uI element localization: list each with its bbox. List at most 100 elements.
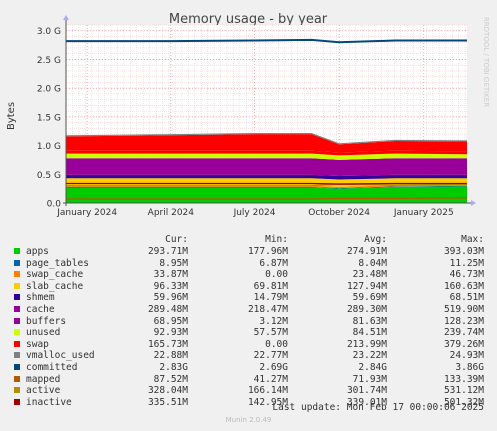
legend-swatch [14, 340, 20, 347]
y-tick-label: 3.0 G [37, 27, 61, 37]
legend-row-page_tables: page_tables 8.95M 6.87M 8.04M 11.25M [0, 258, 497, 270]
legend-value-cur: 22.88M [153, 350, 188, 362]
legend-value-max: 24.93M [449, 350, 484, 362]
x-tick-label: January 2025 [393, 208, 454, 218]
line-inactive [66, 182, 467, 185]
legend-row-apps: apps 293.71M 177.96M 274.91M 393.03M [0, 246, 497, 258]
legend-value-avg: 84.51M [352, 327, 387, 339]
legend-label: committed [26, 362, 78, 373]
legend-value-avg: 301.74M [346, 385, 387, 397]
legend-value-avg: 81.63M [352, 315, 387, 327]
legend-value-cur: 87.52M [153, 373, 188, 385]
legend-value-avg: 274.91M [346, 246, 387, 257]
legend-value-avg: 59.69M [352, 292, 387, 304]
legend-header-min: Min: [265, 234, 288, 245]
legend-value-cur: 59.96M [153, 292, 188, 304]
legend-value-min: 177.96M [247, 246, 288, 257]
line-mapped [66, 197, 468, 200]
legend-label: buffers [26, 315, 67, 327]
legend-swatch [14, 294, 20, 301]
legend-value-min: 3.12M [259, 315, 288, 327]
legend-value-min: 22.77M [253, 350, 288, 362]
legend-swatch [14, 259, 20, 266]
x-tick-label: April 2024 [148, 208, 195, 218]
legend-swatch [14, 329, 20, 336]
legend-label: vmalloc_used [26, 350, 95, 362]
legend-value-cur: 2.83G [159, 362, 188, 373]
y-tick-label: 1.5 G [37, 113, 61, 123]
chart-title: Memory usage - by year [169, 12, 328, 27]
legend-swatch [14, 306, 20, 312]
legend-value-cur: 328.04M [147, 385, 188, 397]
legend-row-mapped: mapped 87.52M 41.27M 71.93M 133.39M [0, 374, 497, 386]
legend-header-max: Max: [461, 234, 484, 245]
legend-row-inactive: inactive 335.51M 142.95M 339.01M 501.32M [0, 397, 497, 409]
legend-value-avg: 213.99M [346, 338, 387, 350]
area-cache [66, 158, 467, 177]
legend-value-cur: 289.48M [147, 304, 188, 315]
x-tick-label: July 2024 [233, 208, 276, 218]
legend-value-max: 531.12M [443, 385, 484, 397]
series-lines [66, 38, 468, 200]
legend-value-avg: 71.93M [352, 373, 387, 385]
y-axis-arrow [63, 15, 69, 20]
area-buffers [66, 153, 467, 160]
last-update: Last update: Mon Feb 17 00:00:06 2025 [272, 402, 484, 413]
legend-label: swap_cache [26, 269, 84, 281]
area-apps [66, 186, 467, 203]
legend-row-cache: cache 289.48M 218.47M 289.30M 519.90M [0, 304, 497, 316]
legend-value-min: 6.87M [259, 257, 288, 269]
legend-value-max: 393.03M [443, 246, 484, 257]
legend-label: mapped [26, 373, 61, 385]
legend-value-min: 142.95M [247, 396, 288, 408]
legend-value-max: 11.25M [449, 257, 484, 269]
legend-value-cur: 68.95M [153, 315, 188, 327]
legend-value-max: 128.23M [443, 315, 484, 327]
legend-value-max: 160.63M [443, 280, 484, 292]
legend-value-cur: 165.73M [147, 338, 188, 350]
legend-label: inactive [26, 396, 72, 408]
legend-value-avg: 8.04M [358, 257, 387, 269]
legend-value-min: 57.57M [253, 327, 288, 339]
legend-header-avg: Avg: [364, 234, 387, 245]
watermark: RRDTOOL / TOBI OETIKER [482, 17, 490, 107]
legend-value-avg: 23.22M [352, 350, 387, 362]
x-axis-arrow [471, 200, 476, 206]
area-shmem [66, 174, 467, 180]
legend-label: active [26, 385, 61, 397]
legend-value-min: 14.79M [253, 292, 288, 304]
line-active [66, 183, 468, 187]
legend-value-max: 379.26M [443, 338, 484, 350]
legend-value-min: 166.14M [247, 385, 288, 397]
legend-row-unused: unused 92.93M 57.57M 84.51M 239.74M [0, 327, 497, 339]
legend-value-min: 218.47M [247, 304, 288, 315]
legend-value-max: 46.73M [449, 269, 484, 281]
legend-swatch [14, 364, 20, 370]
legend-swatch [14, 317, 20, 324]
legend-value-min: 69.81M [253, 280, 288, 292]
area-page_tables [66, 185, 467, 189]
legend-value-cur: 335.51M [147, 396, 188, 408]
legend-value-avg: 2.84G [358, 362, 387, 373]
legend-label: cache [26, 304, 55, 315]
legend-swatch [14, 398, 20, 405]
legend-swatch [14, 387, 20, 394]
legend-label: unused [26, 327, 61, 339]
legend-label: page_tables [26, 257, 89, 269]
y-axis-label: Bytes [6, 102, 17, 130]
y-tick-label: 2.5 G [37, 56, 61, 66]
series-areas [66, 132, 467, 203]
legend-value-avg: 127.94M [346, 280, 387, 292]
legend-swatch [14, 271, 20, 278]
legend-value-avg: 339.01M [346, 396, 387, 408]
legend-row-swap_cache: swap_cache 33.87M 0.00 23.48M 46.73M [0, 269, 497, 281]
y-tick-label: 1.0 G [37, 142, 61, 152]
legend-value-min: 41.27M [253, 373, 288, 385]
legend-label: swap [26, 338, 49, 350]
legend-value-cur: 92.93M [153, 327, 188, 339]
legend-value-avg: 23.48M [352, 269, 387, 281]
legend-label: slab_cache [26, 280, 84, 292]
munin-version: Munin 2.0.49 [225, 416, 272, 424]
legend-label: apps [26, 246, 49, 257]
legend-value-max: 519.90M [443, 304, 484, 315]
